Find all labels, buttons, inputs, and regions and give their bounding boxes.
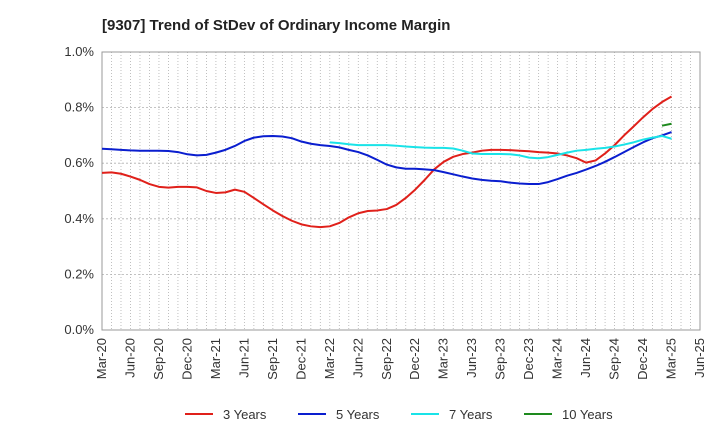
x-tick-label: Sep-20 — [151, 338, 166, 380]
x-tick-label: Dec-21 — [293, 338, 308, 380]
grid — [101, 51, 701, 331]
legend-label-3: 7 Years — [449, 407, 493, 422]
x-tick-label: Jun-24 — [578, 338, 593, 378]
legend-label-2: 5 Years — [336, 407, 380, 422]
y-tick-label: 0.8% — [64, 100, 94, 115]
series-line-2 — [101, 131, 672, 186]
series-line-4 — [661, 122, 672, 127]
x-tick-label: Jun-20 — [122, 338, 137, 378]
x-tick-label: Mar-25 — [664, 338, 679, 379]
x-tick-label: Jun-25 — [692, 338, 707, 378]
y-tick-label: 0.4% — [64, 211, 94, 226]
series-lines — [101, 95, 673, 229]
x-tick-label: Jun-22 — [350, 338, 365, 378]
x-tick-label: Dec-24 — [635, 338, 650, 380]
y-axis-ticks: 0.0% 0.2% 0.4% 0.6% 0.8% 1.0% — [64, 44, 94, 337]
y-tick-label: 0.2% — [64, 266, 94, 281]
chart-title: [9307] Trend of StDev of Ordinary Income… — [102, 17, 450, 34]
y-tick-label: 0.0% — [64, 322, 94, 337]
x-tick-label: Dec-20 — [179, 338, 194, 380]
x-tick-label: Sep-23 — [493, 338, 508, 380]
x-tick-label: Mar-24 — [550, 338, 565, 379]
x-axis-ticks: Mar-20 Jun-20 Sep-20 Dec-20 Mar-21 Jun-21 Sep-… — [94, 338, 707, 380]
x-tick-label: Jun-21 — [236, 338, 251, 378]
x-tick-label: Sep-21 — [265, 338, 280, 380]
x-tick-label: Sep-24 — [607, 338, 622, 380]
series-line-3 — [329, 134, 672, 160]
x-tick-label: Jun-23 — [464, 338, 479, 378]
legend: 3 Years 5 Years 7 Years 10 Years — [185, 407, 613, 422]
y-tick-label: 0.6% — [64, 155, 94, 170]
x-tick-label: Sep-22 — [379, 338, 394, 380]
x-tick-label: Dec-22 — [407, 338, 422, 380]
x-tick-label: Mar-20 — [94, 338, 109, 379]
plot-area-frame — [101, 51, 701, 331]
x-tick-label: Mar-23 — [436, 338, 451, 379]
legend-label-4: 10 Years — [562, 407, 613, 422]
series-line-1 — [101, 95, 673, 229]
x-tick-label: Mar-21 — [208, 338, 223, 379]
y-tick-label: 1.0% — [64, 44, 94, 59]
x-tick-label: Dec-23 — [521, 338, 536, 380]
x-tick-label: Mar-22 — [322, 338, 337, 379]
legend-label-1: 3 Years — [223, 407, 267, 422]
